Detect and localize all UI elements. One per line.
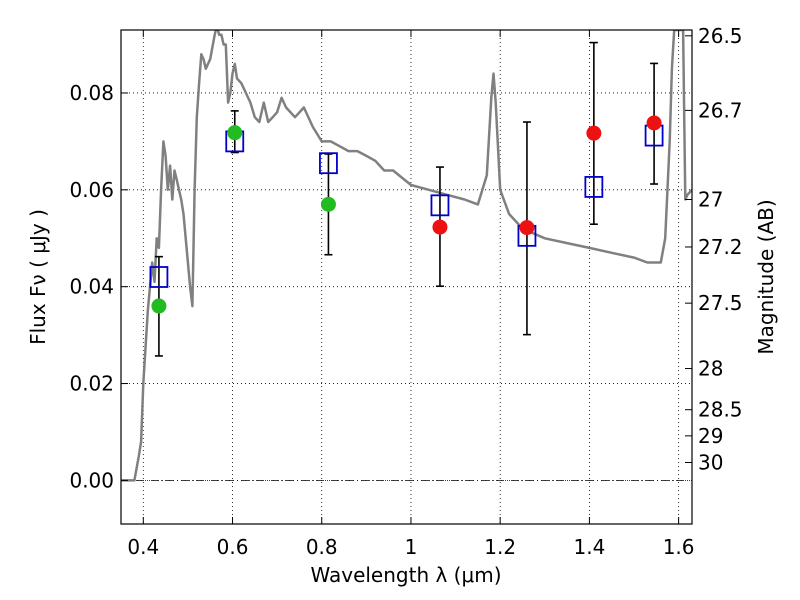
y-tick-label: 0.06 bbox=[69, 178, 114, 202]
right-tick-label: 28 bbox=[698, 357, 723, 381]
green-point bbox=[227, 125, 243, 141]
right-tick-label: 27 bbox=[698, 188, 723, 212]
right-tick-label: 26.7 bbox=[698, 98, 743, 122]
y-tick-label: 0.02 bbox=[69, 372, 114, 396]
ticks: 0.4 0.6 0.8 1 1.2 1.4 1.6 0.00 0.02 0.04 0.06 0.08 2… bbox=[69, 24, 742, 559]
green-point bbox=[151, 298, 167, 314]
x-tick-label: 1 bbox=[405, 535, 418, 559]
right-tick-label: 27.5 bbox=[698, 291, 743, 315]
x-tick-label: 1.4 bbox=[573, 535, 605, 559]
y-tick-label: 0.04 bbox=[69, 275, 114, 299]
green-point bbox=[320, 196, 336, 212]
y-tick-label: 0.00 bbox=[69, 468, 114, 492]
plot-background bbox=[121, 30, 692, 524]
red-point bbox=[519, 220, 535, 236]
red-point bbox=[646, 115, 662, 131]
plot-layer bbox=[121, 30, 692, 482]
right-tick-label: 28.5 bbox=[698, 398, 743, 422]
x-tick-label: 0.6 bbox=[217, 535, 249, 559]
x-tick-label: 1.2 bbox=[484, 535, 516, 559]
model-point bbox=[584, 176, 604, 198]
right-tick-label: 26.5 bbox=[698, 24, 743, 48]
model-point bbox=[149, 266, 169, 288]
y-axis-label: Flux Fν ( μJy ) bbox=[26, 209, 50, 345]
right-tick-label: 29 bbox=[698, 424, 723, 448]
x-tick-label: 0.4 bbox=[127, 535, 159, 559]
x-tick-label: 1.6 bbox=[663, 535, 695, 559]
right-tick-label: 30 bbox=[698, 450, 723, 474]
red-point bbox=[432, 219, 448, 235]
x-axis-label: Wavelength λ (μm) bbox=[310, 563, 501, 587]
right-axis-label: Magnitude (AB) bbox=[754, 199, 778, 354]
right-tick-label: 27.2 bbox=[698, 235, 743, 259]
model-point bbox=[430, 194, 450, 217]
y-tick-label: 0.08 bbox=[69, 81, 114, 105]
plot-frame bbox=[120, 29, 693, 525]
red-point bbox=[586, 125, 602, 141]
x-tick-label: 0.8 bbox=[306, 535, 338, 559]
model-point bbox=[319, 152, 338, 175]
